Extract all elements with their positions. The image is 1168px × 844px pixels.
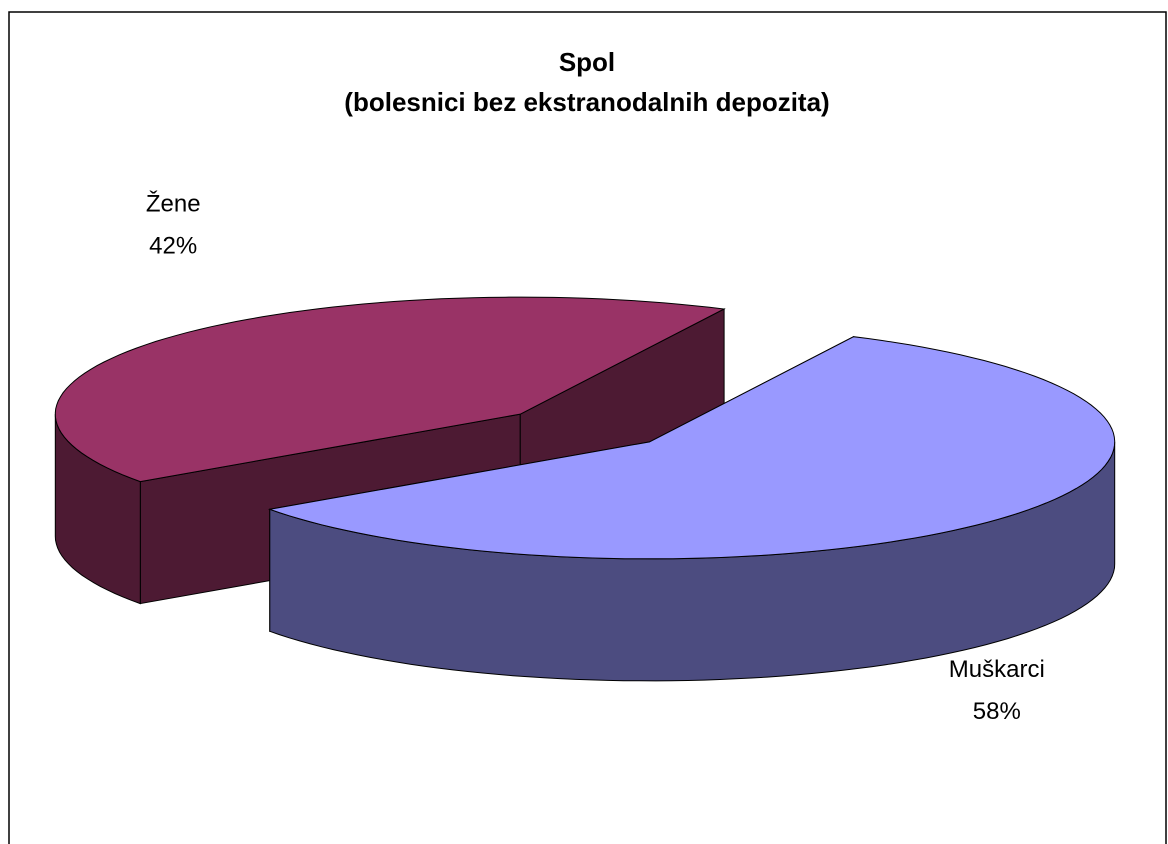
slice-label: Muškarci	[949, 656, 1045, 683]
pie-slice	[267, 336, 1116, 560]
slice-value-label: 42%	[149, 233, 197, 260]
slice-label: Žene	[146, 191, 201, 218]
pie-slice	[54, 296, 726, 483]
slice-value-label: 58%	[973, 698, 1021, 725]
chart-subtitle: (bolesnici bez ekstranodalnih depozita)	[344, 87, 829, 117]
chart-title: Spol	[559, 47, 615, 77]
